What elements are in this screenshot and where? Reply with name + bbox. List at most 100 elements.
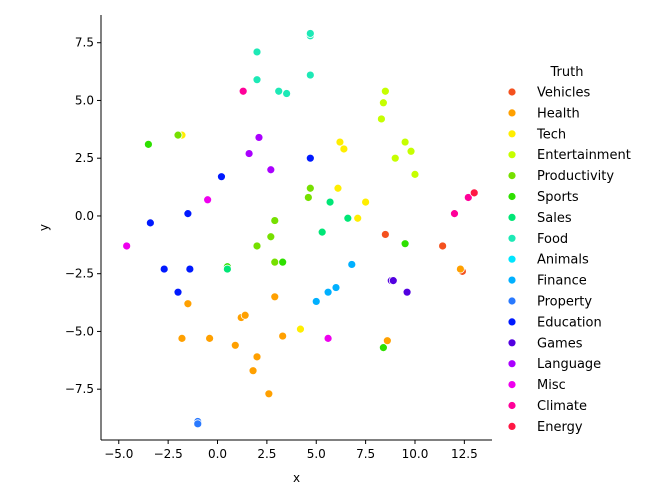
legend-label: Animals <box>537 253 589 268</box>
data-point <box>266 165 276 175</box>
data-point <box>296 324 305 334</box>
data-point <box>390 153 400 163</box>
data-point <box>222 264 232 274</box>
legend-label: Finance <box>537 274 587 289</box>
legend-label: Vehicles <box>537 86 590 101</box>
data-point <box>266 232 276 242</box>
data-point <box>305 29 315 38</box>
legend-marker <box>507 171 517 181</box>
data-point <box>450 209 459 219</box>
data-point <box>380 86 390 96</box>
legend-marker <box>507 401 517 410</box>
data-point <box>378 98 388 108</box>
legend-marker <box>507 87 517 97</box>
legend-label: Productivity <box>537 169 614 184</box>
data-point <box>193 419 203 429</box>
data-point <box>270 292 280 302</box>
legend-label: Misc <box>537 378 566 393</box>
data-point <box>382 336 392 346</box>
y-tick-label: −2.5 <box>65 267 94 281</box>
data-point <box>469 188 479 198</box>
y-tick-label: −5.0 <box>65 324 94 338</box>
data-point <box>353 213 363 223</box>
data-point <box>438 241 448 251</box>
legend-marker <box>507 254 517 264</box>
legend-marker <box>507 212 517 222</box>
plot-marks <box>122 29 479 429</box>
legend-marker <box>507 421 517 431</box>
y-axis-label: y <box>37 224 51 231</box>
legend-marker <box>507 296 517 306</box>
legend-label: Games <box>537 336 583 351</box>
legend-label: Education <box>537 315 602 330</box>
data-point <box>278 257 288 267</box>
data-point <box>402 287 412 297</box>
legend-title: Truth <box>550 65 584 80</box>
legend-label: Property <box>537 295 592 310</box>
legend-marker <box>507 338 517 348</box>
data-point <box>252 241 262 251</box>
data-point <box>400 137 410 147</box>
data-point <box>305 153 315 163</box>
y-tick-label: 0.0 <box>75 209 94 223</box>
data-point <box>335 137 345 147</box>
data-point <box>145 218 155 228</box>
x-tick-label: 10.0 <box>402 447 429 461</box>
data-point <box>378 343 388 353</box>
data-point <box>410 169 420 179</box>
data-point <box>343 213 353 223</box>
data-point <box>185 264 195 274</box>
legend-marker <box>507 275 517 285</box>
data-point <box>323 287 333 297</box>
x-tick-label: 12.5 <box>451 447 478 461</box>
data-point <box>270 257 280 267</box>
data-point <box>317 227 327 237</box>
data-point <box>177 333 187 343</box>
data-point <box>361 197 371 207</box>
y-tick-label: 2.5 <box>75 151 94 165</box>
legend-marker <box>507 192 517 201</box>
data-point <box>333 183 343 193</box>
legend-label: Sports <box>537 190 579 205</box>
legend-marker <box>507 129 517 139</box>
data-point <box>173 130 183 140</box>
x-tick-label: 2.5 <box>257 447 276 461</box>
legend-marker <box>507 317 517 327</box>
legend-label: Climate <box>537 399 587 414</box>
x-axis-label: x <box>293 471 300 485</box>
data-point <box>303 193 313 202</box>
data-point <box>254 133 264 142</box>
data-point <box>252 47 262 57</box>
legend-label: Health <box>537 106 580 121</box>
data-point <box>325 197 335 207</box>
data-point <box>274 86 284 96</box>
legend-marker <box>507 380 517 390</box>
legend-label: Food <box>537 232 568 247</box>
legend-marker <box>507 108 517 118</box>
y-tick-label: −7.5 <box>65 382 94 396</box>
data-point <box>183 209 193 219</box>
data-point <box>323 333 333 343</box>
legend-label: Tech <box>536 127 566 142</box>
y-tick-label: 5.0 <box>75 93 94 107</box>
data-point <box>173 287 183 297</box>
data-point <box>252 75 262 85</box>
data-point <box>264 389 274 399</box>
data-point <box>388 276 398 286</box>
data-point <box>278 331 288 341</box>
data-point <box>380 230 390 239</box>
legend-label: Sales <box>537 211 572 226</box>
legend-label: Language <box>537 357 601 372</box>
legend-marker <box>507 359 517 369</box>
data-point <box>305 70 315 80</box>
legend-items: Vehicles Health Tech Entertainment Productiv… <box>507 86 631 435</box>
data-point <box>248 366 258 376</box>
data-point <box>244 149 254 158</box>
data-point <box>122 241 132 251</box>
data-point <box>270 216 280 225</box>
data-point <box>331 283 341 292</box>
legend: Truth Vehicles Health Tech Entertainment Pro… <box>507 65 631 435</box>
data-point <box>230 340 240 350</box>
x-tick-label: −2.5 <box>154 447 183 461</box>
